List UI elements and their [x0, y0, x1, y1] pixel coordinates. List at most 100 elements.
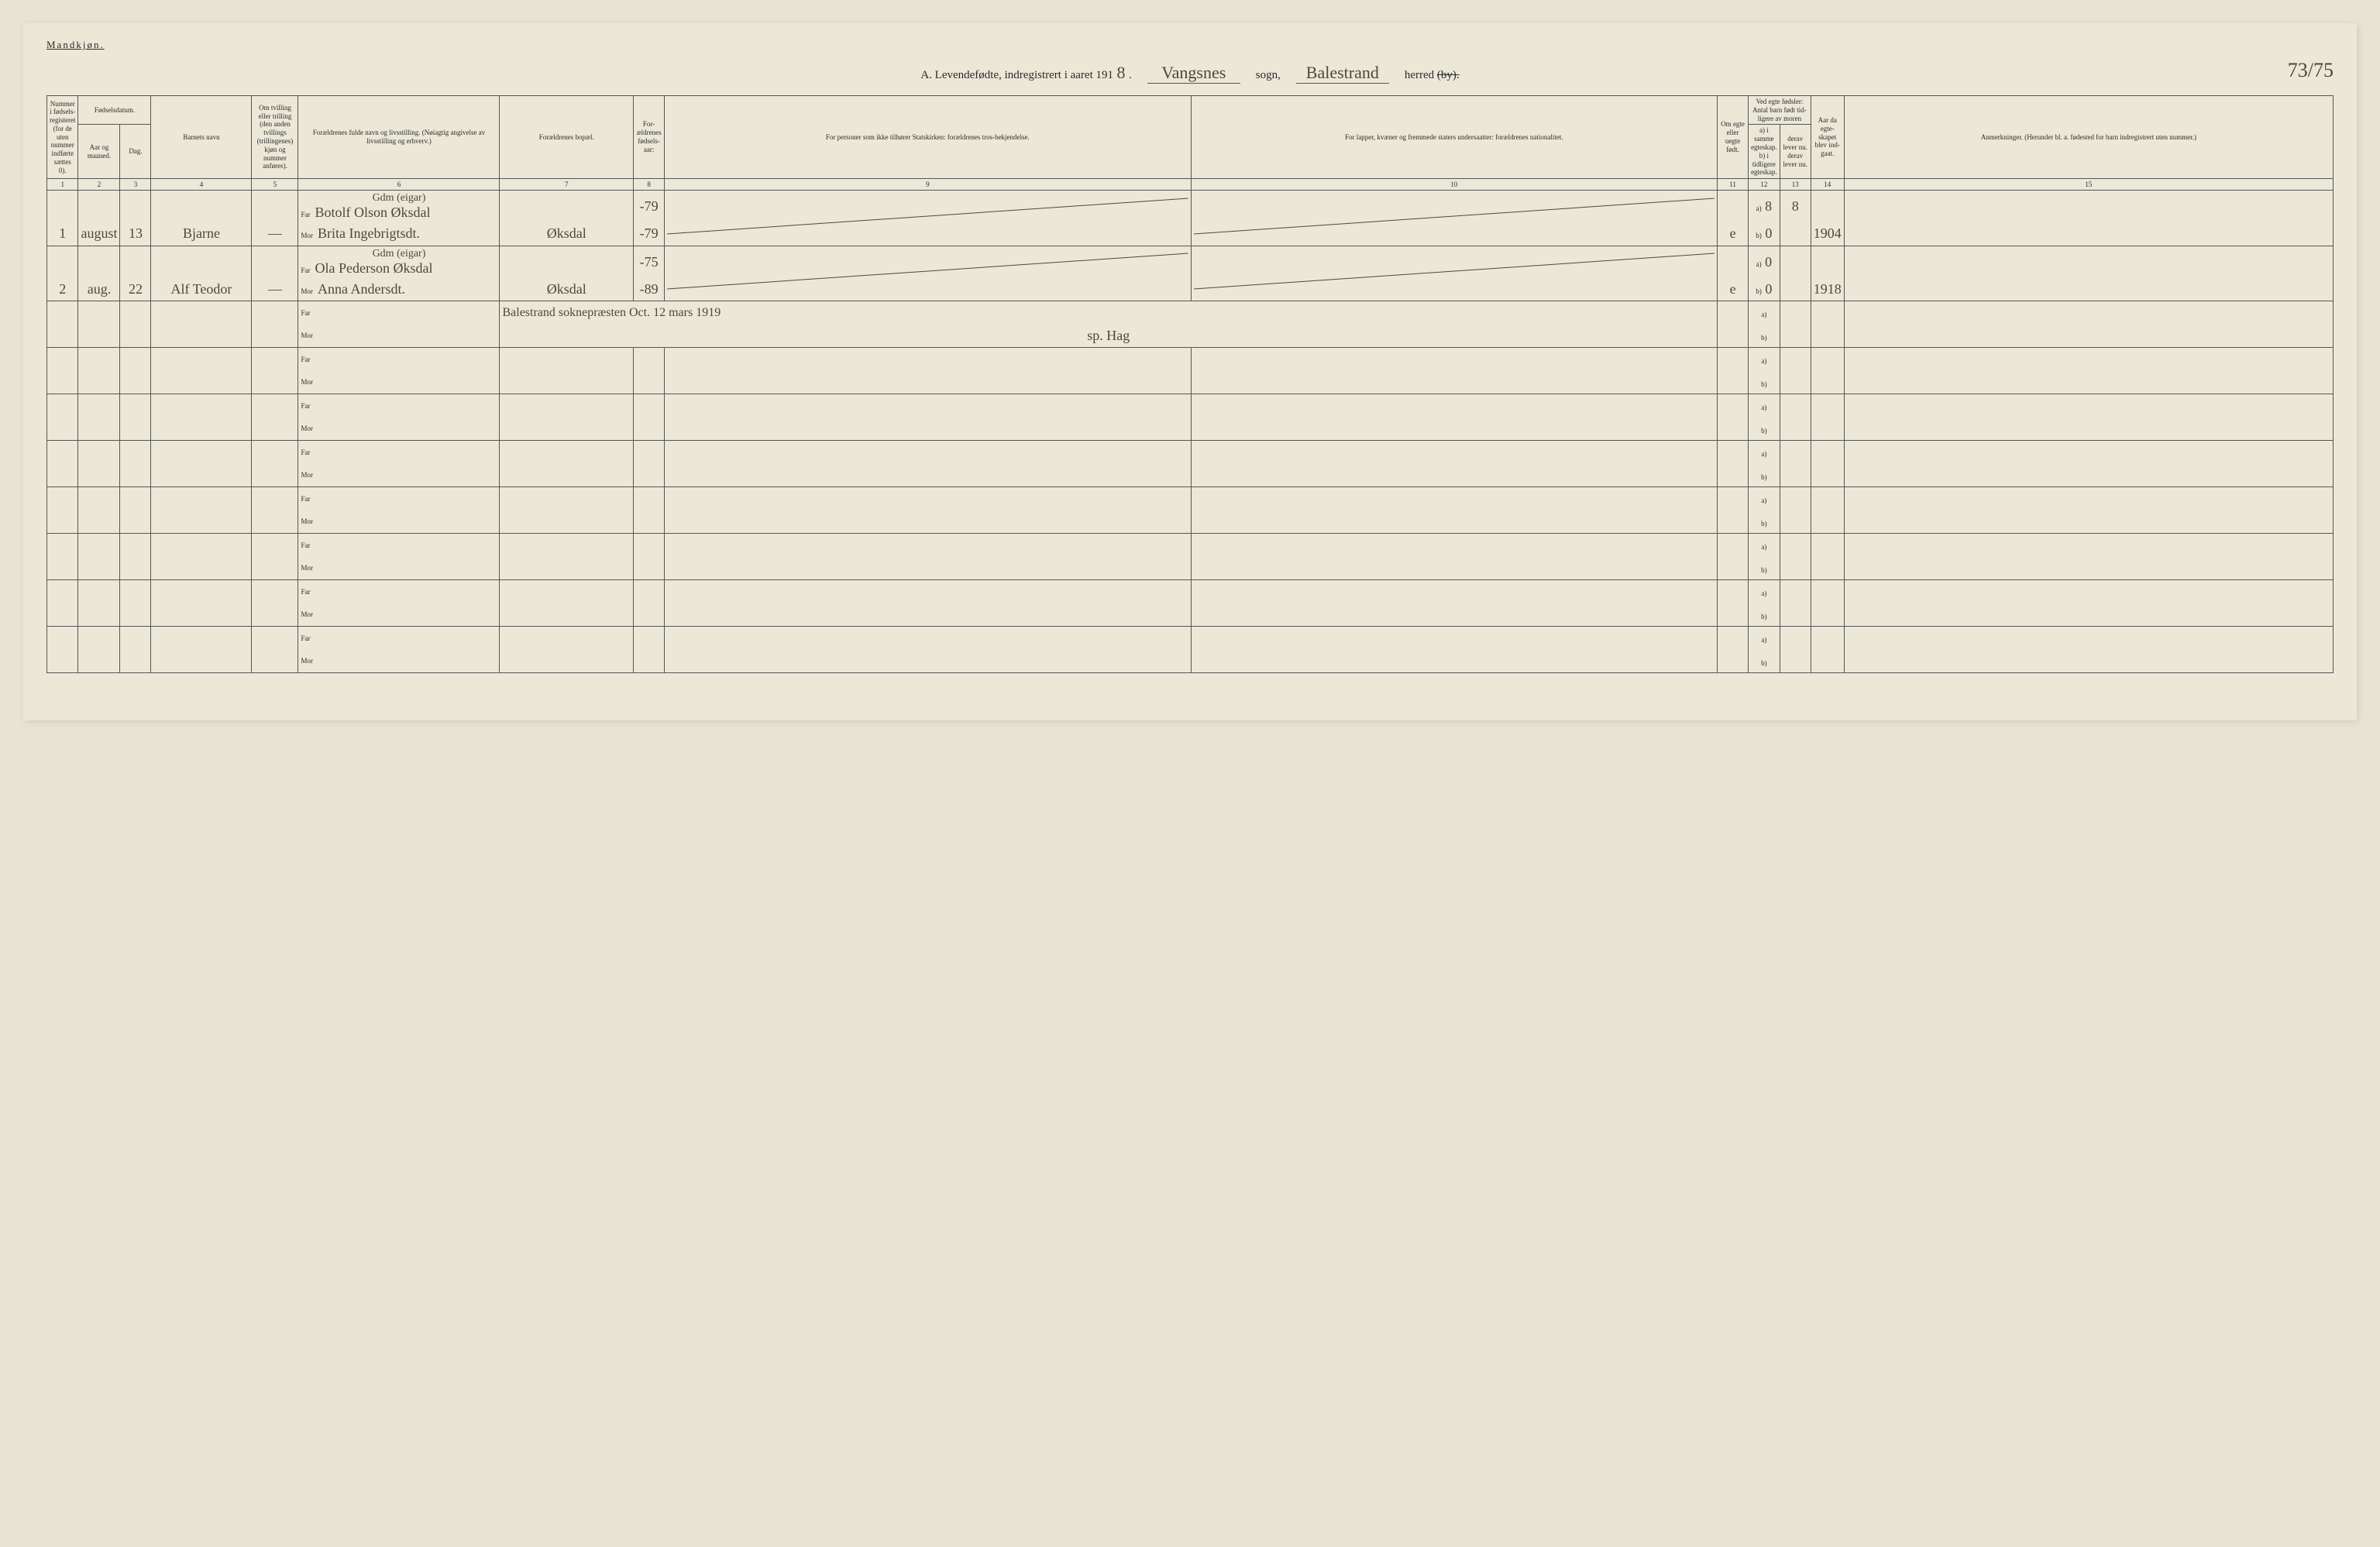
cell — [78, 325, 120, 348]
cell — [1811, 511, 1844, 534]
cell — [1191, 371, 1717, 394]
h-nat: For lapper, kvæner og fremmede staters u… — [1191, 96, 1717, 179]
cell — [1780, 418, 1811, 441]
cell — [1191, 348, 1717, 371]
cell: b) — [1749, 557, 1780, 580]
cell: b) — [1749, 511, 1780, 534]
cell — [500, 580, 634, 603]
cell — [1191, 487, 1717, 511]
register-page: Mandkjøn. A. Levendefødte, indregistrert… — [23, 23, 2357, 720]
sogn-label: sogn, — [1256, 69, 1281, 82]
cell — [47, 580, 78, 603]
cell — [634, 650, 665, 673]
cell — [1191, 627, 1717, 650]
data-row-far: Gdm (eigar)Far Botolf Olson Øksdal-79a) … — [47, 191, 2334, 223]
cell — [120, 371, 151, 394]
cell: Far — [298, 394, 500, 418]
sogn-value: Vangsnes — [1147, 63, 1240, 84]
cell — [47, 603, 78, 627]
cell — [634, 441, 665, 464]
cell — [1811, 371, 1844, 394]
far: Far — [298, 301, 500, 325]
cell — [252, 650, 298, 673]
married: 1904 — [1811, 222, 1844, 246]
cell — [1191, 580, 1717, 603]
cell — [1811, 441, 1844, 464]
remarks — [1844, 246, 2333, 278]
cell — [500, 487, 634, 511]
empty-row: Far a) — [47, 394, 2334, 418]
cell: a) — [1749, 348, 1780, 371]
cell — [120, 603, 151, 627]
note-row-2: Morsp. Hagb) — [47, 325, 2334, 348]
cell: a) — [1749, 627, 1780, 650]
h-tros: For personer som ikke tilhører Statskirk… — [665, 96, 1191, 179]
cell — [500, 627, 634, 650]
cell — [634, 464, 665, 487]
cell — [1718, 557, 1749, 580]
cell — [665, 534, 1191, 557]
cell — [120, 534, 151, 557]
a-val: a) 8 — [1749, 191, 1780, 223]
b-lev — [1780, 222, 1811, 246]
h-month: Aar og maaned. — [78, 125, 120, 179]
cell — [1844, 650, 2333, 673]
cell: a) — [1749, 441, 1780, 464]
twin — [252, 246, 298, 278]
cell — [1811, 418, 1844, 441]
cell — [500, 348, 634, 371]
cell — [500, 418, 634, 441]
cell — [47, 348, 78, 371]
day: 13 — [120, 222, 151, 246]
empty-row: Morb) — [47, 371, 2334, 394]
cell — [151, 650, 252, 673]
cell — [151, 580, 252, 603]
cell — [634, 627, 665, 650]
cell — [1780, 534, 1811, 557]
cell — [151, 603, 252, 627]
cell — [151, 627, 252, 650]
h-ab: a) i samme egteskap. b) i tidligere egte… — [1749, 125, 1780, 179]
name — [151, 246, 252, 278]
by-strike: (by). — [1437, 69, 1460, 81]
cell — [1811, 487, 1844, 511]
cell — [500, 371, 634, 394]
tros — [665, 191, 1191, 246]
day — [120, 246, 151, 278]
cell — [78, 487, 120, 511]
cell — [252, 441, 298, 464]
cell: a) — [1749, 394, 1780, 418]
cell — [634, 557, 665, 580]
cell — [151, 557, 252, 580]
cell — [252, 487, 298, 511]
cell: b) — [1749, 464, 1780, 487]
cell — [120, 580, 151, 603]
cell — [634, 603, 665, 627]
cell — [252, 627, 298, 650]
cell: Far — [298, 487, 500, 511]
cell — [1780, 650, 1811, 673]
cell — [252, 580, 298, 603]
cell — [665, 603, 1191, 627]
cell — [665, 371, 1191, 394]
sig: sp. Hag — [500, 325, 1718, 348]
cell: Mor — [298, 650, 500, 673]
cell: Mor — [298, 603, 500, 627]
cell — [120, 487, 151, 511]
cell — [1718, 534, 1749, 557]
column-numbers: 1 2 3 4 5 6 7 8 9 10 11 12 13 14 15 — [47, 179, 2334, 191]
h-bopael: Forældrenes bopæl. — [500, 96, 634, 179]
h-prev: Ved egte fødsler: Antal barn født tid-li… — [1749, 96, 1811, 125]
cell: Mor — [298, 464, 500, 487]
cell — [500, 441, 634, 464]
h-remarks: Anmerkninger. (Herunder bl. a. fødested … — [1844, 96, 2333, 179]
cell — [1844, 511, 2333, 534]
h-num: Nummer i fødsels-registeret (for de uten… — [47, 96, 78, 179]
cell — [47, 325, 78, 348]
cell — [120, 441, 151, 464]
cell — [634, 371, 665, 394]
cell — [120, 650, 151, 673]
cell — [151, 418, 252, 441]
cell — [1718, 301, 1749, 325]
cell — [120, 418, 151, 441]
